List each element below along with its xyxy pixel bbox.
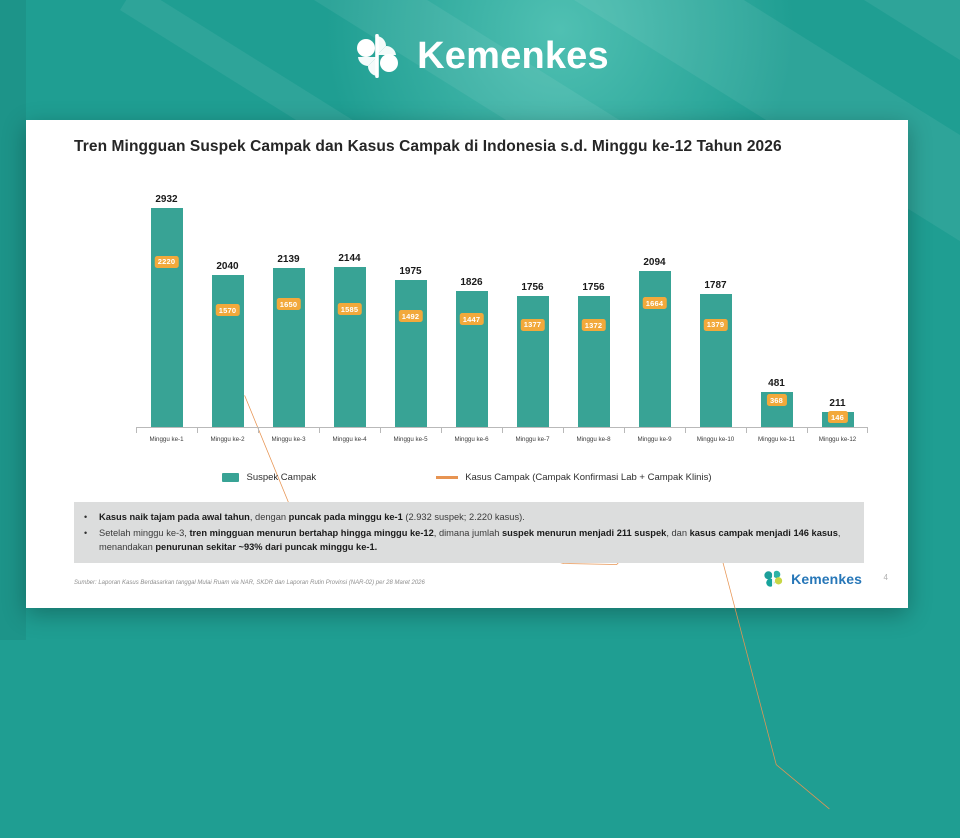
- x-axis-tick: [441, 428, 502, 433]
- line-value-label[interactable]: 1492: [398, 310, 423, 323]
- x-axis-tick-label: Minggu ke-6: [454, 436, 489, 443]
- chart-container: 2932 Minggu ke-1 2040 Minggu ke-2 2139 Minggu…: [54, 176, 880, 468]
- chart-title: Tren Mingguan Suspek Campak dan Kasus Ca…: [74, 138, 782, 155]
- bar-value-label: 2932: [155, 194, 178, 206]
- note-text: Setelah minggu ke-3, tren mingguan menur…: [99, 528, 841, 552]
- footer-brand-name-label: Kemenkes: [791, 571, 862, 587]
- page-header: Kemenkes: [0, 0, 960, 112]
- line-value-label[interactable]: 1570: [215, 304, 240, 317]
- source-note: Sumber: Laporan Kasus Berdasarkan tangga…: [74, 580, 425, 586]
- bar-value-label: 2139: [277, 253, 300, 265]
- note-row: • Kasus naik tajam pada awal tahun, denga…: [84, 510, 852, 524]
- bar-value-label: 1826: [460, 277, 483, 289]
- x-axis-tick-label: Minggu ke-2: [210, 436, 245, 443]
- brand-name-label: Kemenkes: [417, 34, 609, 77]
- legend-line-swatch-icon: [436, 476, 459, 479]
- x-axis-tick: [319, 428, 380, 433]
- kemenkes-flower-logo-icon: [351, 30, 403, 82]
- bullet-icon: •: [84, 528, 88, 538]
- line-value-label[interactable]: 1585: [337, 303, 362, 316]
- slide-card: Tren Mingguan Suspek Campak dan Kasus Ca…: [26, 120, 908, 608]
- legend-item[interactable]: Kasus Campak (Campak Konfirmasi Lab + Ca…: [436, 472, 712, 483]
- kemenkes-brand-footer: Kemenkes: [762, 568, 862, 590]
- legend-label: Suspek Campak: [246, 472, 317, 483]
- x-axis-tick: [380, 428, 441, 433]
- x-axis-tick: [563, 428, 624, 433]
- line-value-label[interactable]: 368: [766, 394, 787, 407]
- bar[interactable]: 2040: [211, 261, 244, 428]
- x-axis-tick: [685, 428, 746, 433]
- line-value-label[interactable]: 2220: [154, 255, 179, 268]
- line-value-label[interactable]: 146: [827, 411, 848, 424]
- line-path: [245, 395, 830, 808]
- x-axis-tick: [136, 428, 197, 433]
- bar-value-label: 1787: [704, 279, 727, 291]
- legend-label: Kasus Campak (Campak Konfirmasi Lab + Ca…: [465, 472, 712, 483]
- bar-value-label: 1756: [521, 282, 544, 294]
- x-axis-tick: [746, 428, 807, 433]
- plot-area: 2932 Minggu ke-1 2040 Minggu ke-2 2139 Minggu…: [136, 188, 868, 428]
- kemenkes-flower-logo-icon: [762, 568, 784, 590]
- line-value-label[interactable]: 1372: [581, 319, 606, 332]
- note-text: Kasus naik tajam pada awal tahun, dengan…: [99, 512, 525, 522]
- bar-value-label: 1975: [399, 265, 422, 277]
- x-axis-tick-label: Minggu ke-4: [332, 436, 367, 443]
- x-axis-tick-label: Minggu ke-5: [393, 436, 428, 443]
- x-axis-tick-label: Minggu ke-12: [818, 436, 857, 443]
- bullet-icon: •: [84, 512, 88, 522]
- x-axis-tick: [258, 428, 319, 433]
- x-axis-tick-label: Minggu ke-9: [637, 436, 672, 443]
- bar[interactable]: 2932: [150, 194, 183, 428]
- bar-slot: 2040 Minggu ke-2: [197, 188, 258, 443]
- bar-slot: 2932 Minggu ke-1: [136, 188, 197, 443]
- bar-value-label: 2144: [338, 253, 361, 265]
- line-value-label[interactable]: 1377: [520, 318, 545, 331]
- x-axis-line: [136, 427, 868, 428]
- line-value-label[interactable]: 1447: [459, 313, 484, 326]
- note-row: • Setelah minggu ke-3, tren mingguan menu…: [84, 526, 852, 554]
- line-value-label[interactable]: 1379: [703, 318, 728, 331]
- bar-value-label: 211: [829, 398, 846, 410]
- line-value-label[interactable]: 1650: [276, 298, 301, 311]
- legend-item[interactable]: Suspek Campak: [222, 472, 316, 483]
- page-number: 4: [883, 573, 888, 582]
- x-axis-ticks: [136, 428, 868, 433]
- insight-notes-box: • Kasus naik tajam pada awal tahun, denga…: [74, 502, 864, 563]
- x-axis-tick-label: Minggu ke-1: [149, 436, 184, 443]
- x-axis-tick-label: Minggu ke-11: [757, 436, 796, 443]
- legend-bar-swatch-icon: [222, 473, 240, 482]
- line-value-label[interactable]: 1664: [642, 297, 667, 310]
- x-axis-tick: [807, 428, 868, 433]
- x-axis-tick: [624, 428, 685, 433]
- x-axis-tick-label: Minggu ke-7: [515, 436, 550, 443]
- x-axis-tick: [197, 428, 258, 433]
- bar-value-label: 481: [768, 377, 785, 389]
- x-axis-tick-label: Minggu ke-3: [271, 436, 306, 443]
- bar-value-label: 2040: [216, 261, 239, 272]
- x-axis-tick-label: Minggu ke-10: [696, 436, 735, 443]
- bar-value-label: 1756: [582, 282, 605, 294]
- kemenkes-brand-header: Kemenkes: [351, 30, 609, 82]
- bar-value-label: 2094: [643, 256, 666, 268]
- x-axis-tick-label: Minggu ke-8: [576, 436, 611, 443]
- line-data-labels-group: 2220 1570 1650 1585 1492 1447 1377 1372 1664 1379…: [136, 188, 868, 428]
- chart-legend: Suspek Campak Kasus Campak (Campak Konfir…: [26, 472, 908, 483]
- x-axis-tick: [502, 428, 563, 433]
